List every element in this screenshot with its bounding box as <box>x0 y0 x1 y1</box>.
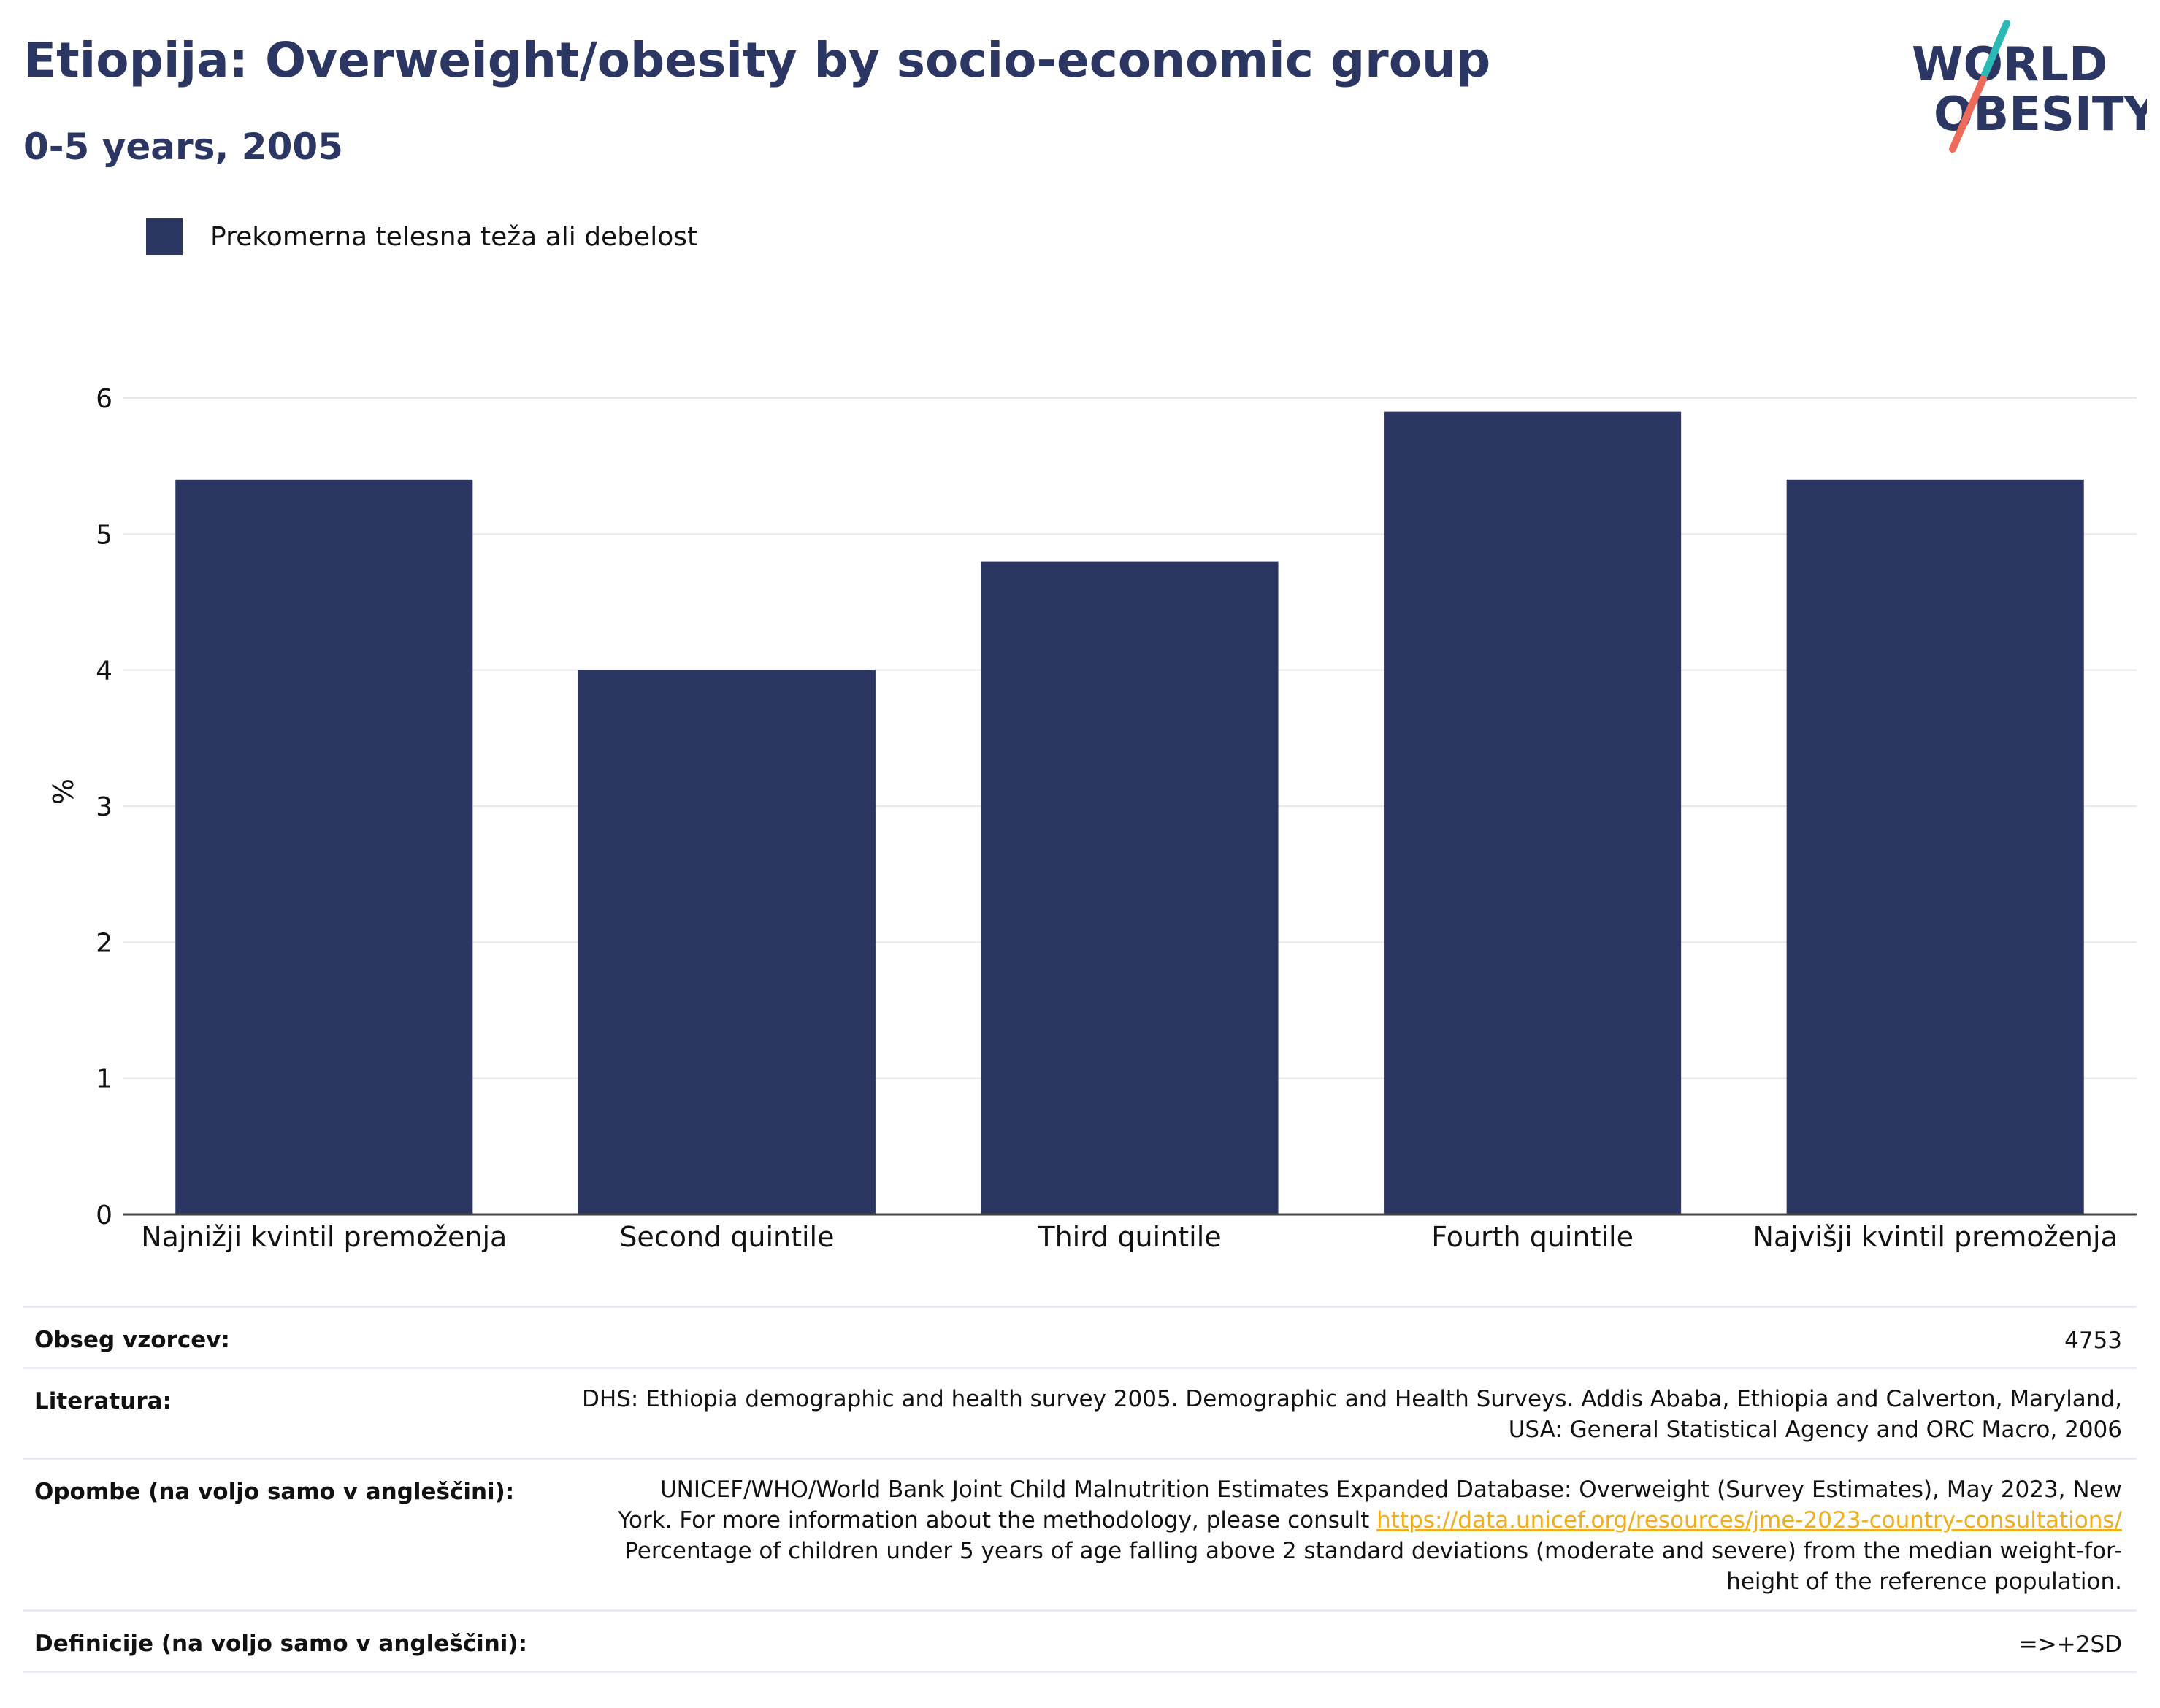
sample-size-value: 4753 <box>2064 1328 2122 1354</box>
y-tick-label: 1 <box>96 1065 112 1095</box>
literature-line: USA: General Statistical Agency and ORC … <box>1508 1417 2122 1443</box>
y-tick-label: 2 <box>96 928 112 958</box>
y-axis-title: % <box>46 778 78 805</box>
bar <box>981 561 1279 1214</box>
logo-slash-teal <box>1981 20 2010 78</box>
x-tick-labels: Najnižji kvintil premoženja Second quinti… <box>141 1221 2118 1253</box>
meta-row-sample: Obseg vzorcev: 4753 <box>23 1306 2137 1369</box>
notes-value: UNICEF/WHO/World Bank Joint Child Malnut… <box>618 1474 2122 1597</box>
notes-line: Percentage of children under 5 years of … <box>624 1538 2122 1564</box>
x-tick-label: Najvišji kvintil premoženja <box>1753 1221 2118 1253</box>
notes-line: York. For more information about the met… <box>618 1505 2122 1536</box>
notes-label: Opombe (na voljo samo v angleščini): <box>34 1479 515 1505</box>
bar <box>175 479 473 1214</box>
meta-row-notes: Opombe (na voljo samo v angleščini): UNI… <box>23 1458 2137 1612</box>
meta-row-literature: Literatura: DHS: Ethiopia demographic an… <box>23 1367 2137 1460</box>
logo-word-world: WORLD <box>1912 38 2107 92</box>
literature-line: DHS: Ethiopia demographic and health sur… <box>582 1386 2122 1412</box>
bar <box>1384 411 1682 1215</box>
methodology-link[interactable]: https://data.unicef.org/resources/jme-20… <box>1376 1507 2122 1533</box>
definitions-value: =>+2SD <box>2018 1631 2122 1658</box>
notes-line: UNICEF/WHO/World Bank Joint Child Malnut… <box>659 1477 2122 1503</box>
definitions-label: Definicije (na voljo samo v angleščini): <box>34 1631 527 1657</box>
literature-label: Literatura: <box>34 1388 172 1414</box>
x-tick-label: Fourth quintile <box>1431 1221 1634 1253</box>
y-tick-label: 4 <box>96 656 112 686</box>
y-tick-label: 3 <box>96 792 112 822</box>
bar <box>578 670 876 1214</box>
y-tick-label: 5 <box>96 520 112 550</box>
y-tick-label: 6 <box>96 384 112 414</box>
notes-line: height of the reference population. <box>1726 1569 2122 1595</box>
literature-value: DHS: Ethiopia demographic and health sur… <box>582 1384 2122 1445</box>
chart-subtitle: 0-5 years, 2005 <box>23 126 343 168</box>
world-obesity-logo: WORLD OBESITY <box>1912 20 2147 153</box>
x-tick-label: Third quintile <box>1037 1221 1221 1253</box>
x-tick-label: Second quintile <box>619 1221 834 1253</box>
bar <box>1786 479 2084 1214</box>
notes-line-text: York. For more information about the met… <box>618 1507 1377 1533</box>
logo-slash-coral <box>1949 75 1987 153</box>
sample-size-label: Obseg vzorcev: <box>34 1327 230 1353</box>
y-tick-labels: 0 1 2 3 4 5 6 <box>96 384 112 1230</box>
meta-row-definitions: Definicije (na voljo samo v angleščini):… <box>23 1609 2137 1673</box>
meta-bottom-border <box>23 1671 2137 1673</box>
bar-chart: 0 1 2 3 4 5 6 Najnižji kvintil premoženja Secon… <box>46 384 2137 1253</box>
legend-swatch <box>146 218 183 255</box>
x-tick-label: Najnižji kvintil premoženja <box>141 1221 507 1253</box>
legend-label: Prekomerna telesna teža ali debelost <box>210 221 698 252</box>
chart-title: Etiopija: Overweight/obesity by socio-ec… <box>23 32 1491 88</box>
chart-legend[interactable]: Prekomerna telesna teža ali debelost <box>146 216 697 257</box>
bars <box>175 411 2084 1215</box>
y-tick-label: 0 <box>96 1200 112 1230</box>
